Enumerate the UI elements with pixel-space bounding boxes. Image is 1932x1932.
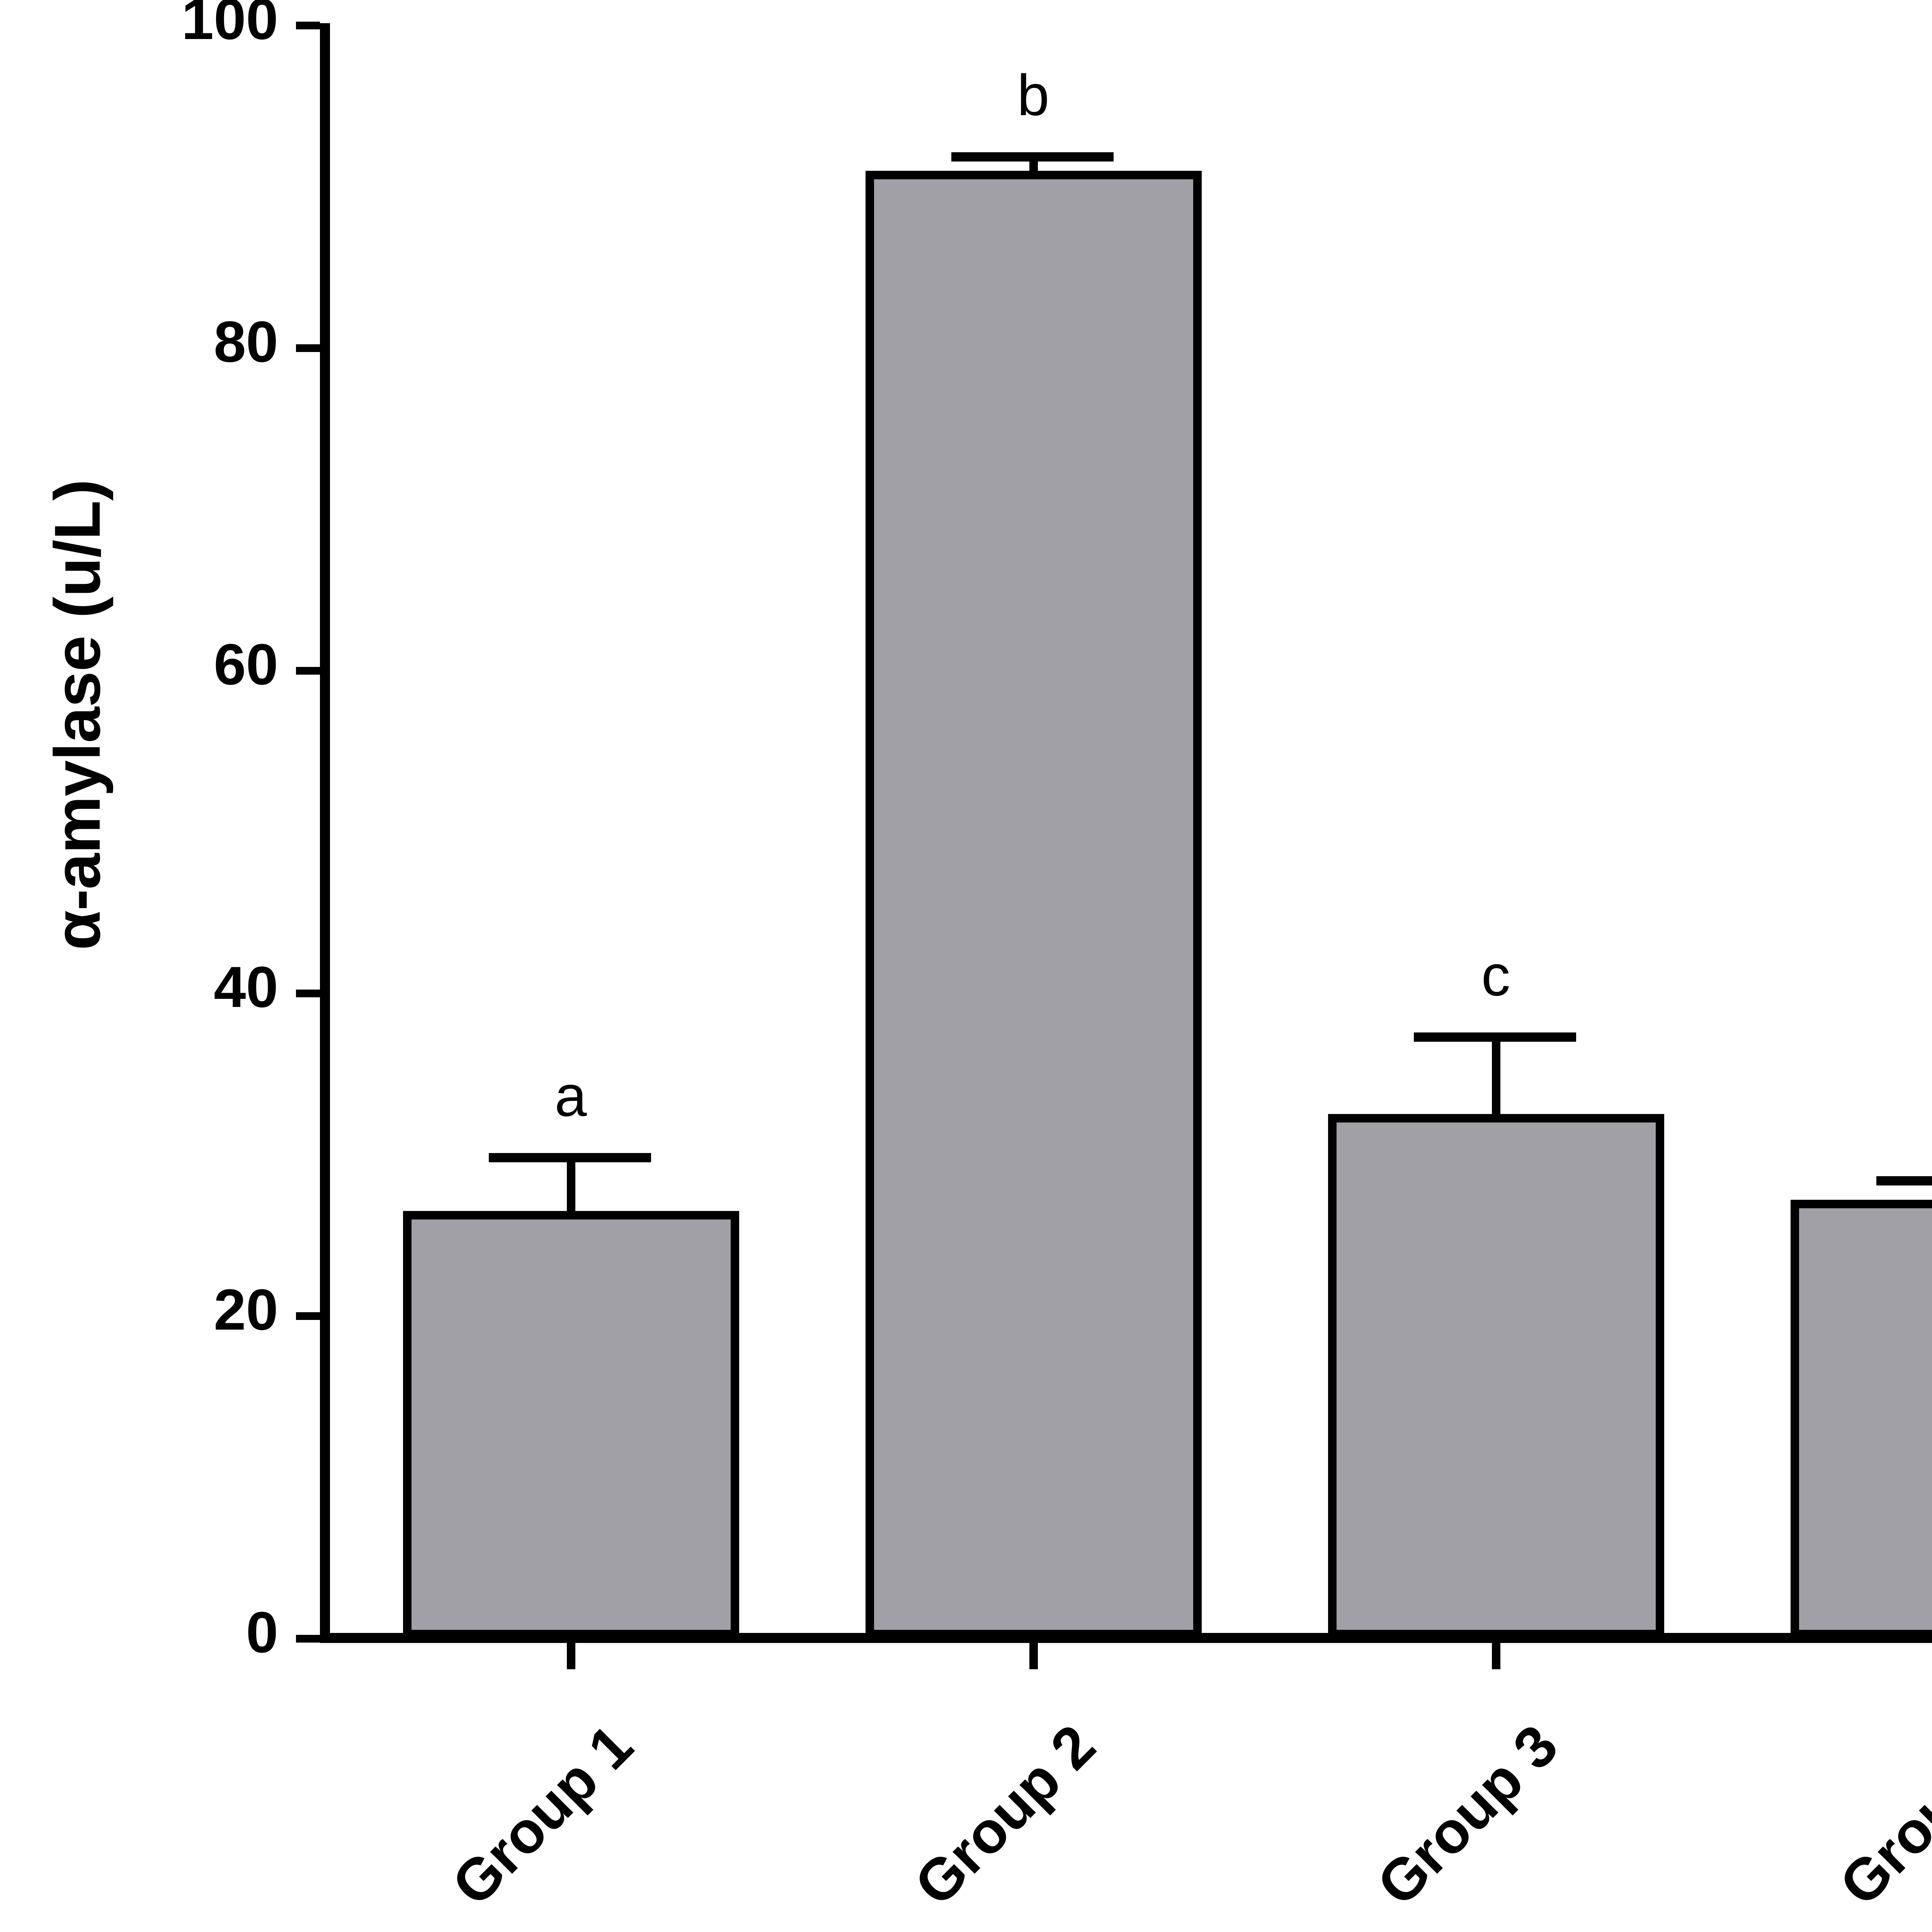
- significance-letter-group-2: b: [1017, 63, 1049, 128]
- x-tick-group-2: [1029, 1643, 1038, 1669]
- error-bar-stem-group-1: [567, 1155, 575, 1217]
- x-tick-label-group-3: Group 3: [1364, 1712, 1570, 1918]
- bar-group-2[interactable]: [866, 171, 1202, 1638]
- y-tick-40: [296, 990, 320, 997]
- error-bar-stem-group-3: [1492, 1035, 1500, 1120]
- x-tick-label-group-1: Group 1: [439, 1712, 645, 1918]
- error-bar-cap-group-2: [951, 152, 1114, 162]
- bar-group-1[interactable]: [403, 1211, 739, 1638]
- y-tick-100: [296, 22, 320, 29]
- y-tick-label-20: 20: [214, 1277, 278, 1342]
- y-tick-60: [296, 667, 320, 675]
- y-tick-label-80: 80: [214, 309, 278, 374]
- y-tick-label-60: 60: [214, 632, 278, 697]
- significance-letter-group-1: a: [554, 1063, 587, 1128]
- y-tick-label-40: 40: [214, 954, 278, 1019]
- error-bar-cap-group-1: [489, 1153, 651, 1162]
- bar-group-3[interactable]: [1328, 1114, 1664, 1638]
- significance-letter-group-4: a: [1877, 1086, 1932, 1153]
- x-tick-label-group-2: Group 2: [902, 1712, 1108, 1918]
- y-tick-label-100: 100: [181, 0, 278, 51]
- x-tick-label-group-4: Group 4: [1827, 1712, 1932, 1918]
- y-tick-80: [296, 344, 320, 352]
- significance-letter-group-3: c: [1481, 943, 1510, 1008]
- y-tick-0: [296, 1635, 320, 1643]
- y-tick-20: [296, 1312, 320, 1320]
- x-tick-group-1: [567, 1643, 575, 1669]
- y-tick-label-0: 0: [246, 1600, 278, 1665]
- error-bar-cap-group-4: [1876, 1176, 1932, 1185]
- error-bar-cap-group-3: [1414, 1032, 1576, 1042]
- bar-group-4[interactable]: [1791, 1200, 1932, 1638]
- y-axis-line: [320, 23, 330, 1643]
- x-tick-group-3: [1492, 1643, 1500, 1669]
